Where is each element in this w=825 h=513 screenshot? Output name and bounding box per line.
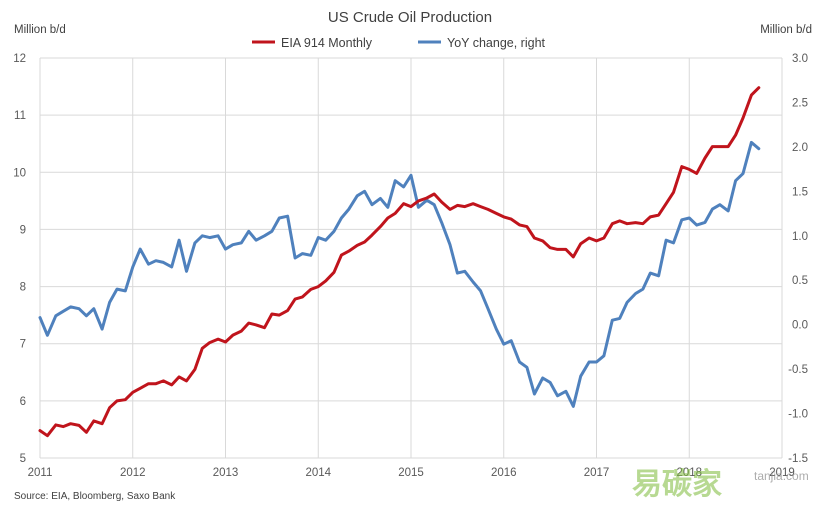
right-axis-tick-label: -0.5 [788,364,808,376]
legend-label-yoy: YoY change, right [447,36,546,50]
left-axis-tick-label: 11 [14,110,26,122]
source-note: Source: EIA, Bloomberg, Saxo Bank [14,491,176,502]
right-axis-tick-label: -1.5 [788,453,808,465]
left-axis-tick-label: 10 [13,167,26,179]
left-axis-tick-label: 8 [20,282,26,294]
right-axis-tick-label: 2.0 [792,142,808,154]
right-axis-tick-label: 0.0 [792,320,808,332]
left-axis-unit: Million b/d [14,24,66,36]
right-axis-tick-label: -1.0 [788,409,808,421]
left-axis-tick-label: 6 [20,396,26,408]
x-axis-tick-label: 2011 [28,467,53,479]
right-axis-ticks: -1.5 -1.0 -0.5 0.0 0.5 1.0 1.5 2.0 2.5 3.0 [788,53,808,465]
x-axis-tick-label: 2013 [213,467,239,479]
legend: EIA 914 Monthly YoY change, right [252,36,546,50]
right-axis-tick-label: 2.5 [792,97,808,109]
chart-title: US Crude Oil Production [328,9,492,26]
watermark-domain: tanjia.com [754,469,809,483]
legend-label-production: EIA 914 Monthly [281,36,373,50]
x-axis-tick-label: 2016 [491,467,517,479]
gridlines [39,57,783,459]
right-axis-unit: Million b/d [760,24,812,36]
x-axis-tick-label: 2018 [676,467,702,479]
series-lines [38,86,761,438]
x-axis-tick-label: 2012 [120,467,146,479]
watermark-brand: 易碳家 [632,468,722,501]
left-axis-tick-label: 7 [20,339,26,351]
series-line-production [38,86,761,438]
left-axis-ticks: 5 6 7 8 9 10 11 12 [13,53,26,465]
right-axis-tick-label: 3.0 [792,53,808,65]
x-axis-ticks: 2011 2012 2013 2014 2015 2016 2017 2018 2019 [28,467,795,479]
x-axis-tick-label: 2017 [584,467,610,479]
left-axis-tick-label: 5 [20,453,26,465]
x-axis-tick-label: 2019 [769,467,795,479]
right-axis-tick-label: 1.0 [792,231,808,243]
left-axis-tick-label: 12 [13,53,26,65]
watermark-logo: 易碳家 tanjia.com [632,468,809,501]
left-axis-tick-label: 9 [20,224,26,236]
x-axis-tick-label: 2014 [305,467,331,479]
right-axis-tick-label: 0.5 [792,275,808,287]
series-line-yoy-change [38,140,761,408]
x-axis-tick-label: 2015 [398,467,424,479]
right-axis-tick-label: 1.5 [792,186,808,198]
